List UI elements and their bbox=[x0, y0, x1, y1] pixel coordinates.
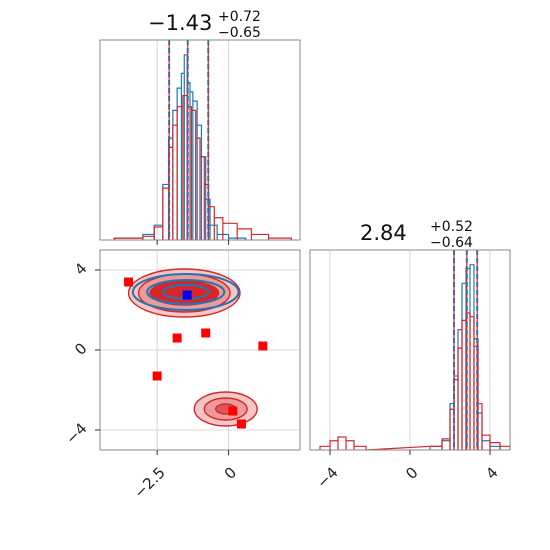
title-lower-error: −0.64 bbox=[430, 235, 473, 251]
panel-title: −1.43 bbox=[148, 11, 212, 35]
x-tick-label: −2.5 bbox=[130, 463, 168, 501]
red-marker bbox=[152, 371, 162, 381]
joint-plot-area bbox=[100, 250, 300, 450]
x-tick-label: 4 bbox=[482, 463, 501, 482]
reference-contour bbox=[146, 279, 226, 305]
panel-title: 2.84 bbox=[360, 221, 407, 245]
title-lower-error: −0.65 bbox=[218, 25, 261, 41]
marginal-x-histogram: −1.43 +0.72−0.65 bbox=[99, 9, 301, 245]
histogram-series bbox=[429, 264, 501, 450]
marginal-y-histogram: −4 0 4 2.84 +0.52−0.64 bbox=[309, 219, 511, 492]
x-tick-label: 0 bbox=[221, 463, 240, 482]
red-marker bbox=[201, 328, 211, 338]
title-upper-error: +0.72 bbox=[218, 9, 261, 25]
blue-marker bbox=[182, 290, 192, 300]
y-tick-label: 0 bbox=[71, 339, 90, 358]
y-tick-label: 4 bbox=[71, 259, 90, 278]
red-marker bbox=[124, 277, 134, 287]
red-marker bbox=[172, 333, 182, 343]
red-marker bbox=[258, 341, 268, 351]
red-marker bbox=[228, 406, 238, 416]
reference-contour bbox=[131, 273, 240, 311]
histogram-series bbox=[319, 312, 511, 451]
red-marker bbox=[236, 419, 246, 429]
title-upper-error: +0.52 bbox=[430, 219, 473, 235]
x-tick-label: 0 bbox=[402, 463, 421, 482]
histogram-series bbox=[113, 94, 293, 240]
histogram-series bbox=[113, 54, 247, 240]
y-tick-label: −4 bbox=[62, 419, 90, 447]
x-tick-label: −4 bbox=[313, 463, 341, 491]
marginal-x-frame bbox=[99, 39, 301, 241]
joint-contour-panel: −2.5 0 −4 0 4 bbox=[62, 249, 301, 502]
